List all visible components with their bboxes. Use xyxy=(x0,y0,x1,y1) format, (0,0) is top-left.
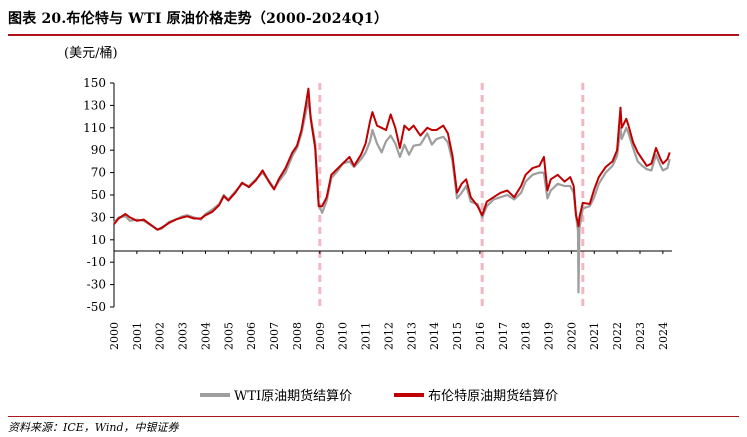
chart-legend: WTI原油期货结算价 布伦特原油期货结算价 xyxy=(200,385,600,404)
x-tick-label-2022: 2022 xyxy=(611,322,624,350)
x-tick-label-2020: 2020 xyxy=(565,322,578,350)
y-tick-label-70: 70 xyxy=(91,166,106,180)
x-tick-label-2004: 2004 xyxy=(199,322,212,350)
y-tick-label-10: 10 xyxy=(91,233,106,247)
y-tick-label-150: 150 xyxy=(83,76,106,90)
x-tick-label-2024: 2024 xyxy=(657,322,670,350)
legend-label-brent: 布伦特原油期货结算价 xyxy=(428,389,559,404)
y-tick-label-90: 90 xyxy=(91,143,106,157)
x-tick-label-2015: 2015 xyxy=(451,322,464,350)
y-tick-label-50: 50 xyxy=(91,188,106,202)
x-tick-label-2018: 2018 xyxy=(520,322,533,350)
legend-swatch-brent xyxy=(394,392,425,397)
legend-swatch-wti xyxy=(200,392,230,397)
x-tick-label-2005: 2005 xyxy=(222,322,235,350)
x-tick-label-2010: 2010 xyxy=(337,322,350,350)
y-tick-label-30: 30 xyxy=(91,210,106,224)
x-tick-label-2023: 2023 xyxy=(634,322,647,350)
x-tick-label-2011: 2011 xyxy=(360,322,373,350)
x-tick-label-2002: 2002 xyxy=(154,322,167,350)
source-note: 资料来源：ICE，Wind，中银证券 xyxy=(8,421,179,434)
x-tick-label-2019: 2019 xyxy=(543,322,556,350)
y-tick-label--50: -50 xyxy=(87,300,106,314)
legend-item-wti: WTI原油期货结算价 xyxy=(200,385,352,404)
x-tick-label-2000: 2000 xyxy=(108,322,121,350)
y-tick-label-110: 110 xyxy=(83,121,106,135)
title-divider xyxy=(8,34,739,36)
legend-label-wti: WTI原油期货结算价 xyxy=(234,389,353,404)
chart-series xyxy=(113,87,671,294)
x-tick-label-2012: 2012 xyxy=(382,322,395,350)
series-line-brent xyxy=(113,87,671,231)
x-tick-label-2013: 2013 xyxy=(405,322,418,350)
chart-title: 图表 20.布伦特与 WTI 原油价格走势（2000-2024Q1） xyxy=(8,11,389,27)
x-tick-label-2001: 2001 xyxy=(131,322,144,350)
chart-axes: -50 -30 -10 10 30 50 70 90 110 130 150 2000 2001 2002… xyxy=(83,76,672,350)
x-tick-label-2016: 2016 xyxy=(474,322,487,350)
legend-item-brent: 布伦特原油期货结算价 xyxy=(394,385,558,404)
series-line-wti xyxy=(113,99,671,294)
y-axis-unit-label: (美元/桶) xyxy=(64,46,118,61)
x-tick-label-2014: 2014 xyxy=(428,322,441,350)
x-tick-label-2007: 2007 xyxy=(268,322,281,350)
x-tick-label-2008: 2008 xyxy=(291,322,304,350)
x-tick-label-2006: 2006 xyxy=(245,322,258,350)
y-tick-label-130: 130 xyxy=(83,98,106,112)
source-divider xyxy=(8,416,739,417)
x-tick-label-2003: 2003 xyxy=(177,322,190,350)
x-tick-label-2009: 2009 xyxy=(314,322,327,350)
x-tick-label-2021: 2021 xyxy=(588,322,601,350)
y-tick-label--30: -30 xyxy=(87,278,106,292)
y-tick-label--10: -10 xyxy=(87,255,106,269)
x-tick-label-2017: 2017 xyxy=(497,322,510,350)
event-marker-lines xyxy=(318,83,585,307)
